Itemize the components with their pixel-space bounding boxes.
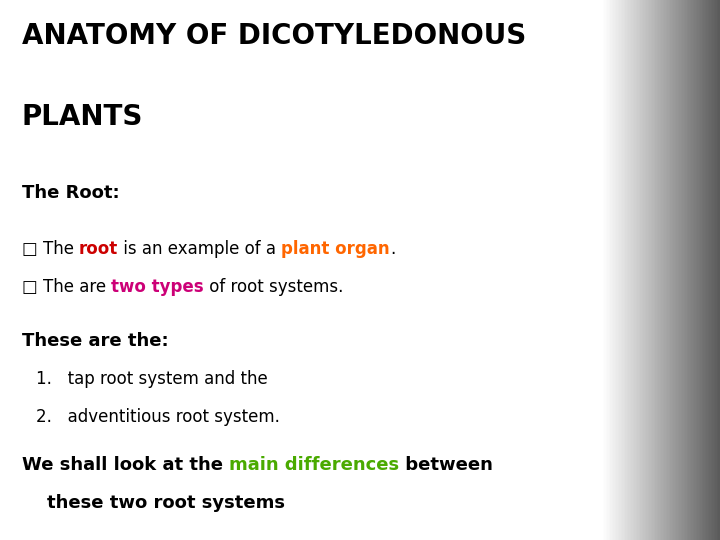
Bar <box>694 0 697 540</box>
Bar <box>678 0 680 540</box>
Bar <box>649 0 652 540</box>
Text: ANATOMY OF DICOTYLEDONOUS: ANATOMY OF DICOTYLEDONOUS <box>22 22 526 50</box>
Bar <box>719 0 720 540</box>
Bar <box>607 0 609 540</box>
Text: 1.   tap root system and the: 1. tap root system and the <box>36 370 268 388</box>
Bar <box>673 0 675 540</box>
Bar <box>604 0 606 540</box>
Bar <box>676 0 678 540</box>
Bar <box>681 0 683 540</box>
Bar <box>701 0 703 540</box>
Bar <box>647 0 649 540</box>
Bar <box>652 0 654 540</box>
Bar <box>621 0 623 540</box>
Text: two types: two types <box>111 278 204 296</box>
Bar <box>698 0 700 540</box>
Bar <box>705 0 707 540</box>
Bar <box>709 0 711 540</box>
Bar <box>622 0 624 540</box>
Text: PLANTS: PLANTS <box>22 103 143 131</box>
Bar <box>629 0 631 540</box>
Bar <box>702 0 704 540</box>
Bar <box>613 0 616 540</box>
Bar <box>611 0 613 540</box>
Bar <box>633 0 635 540</box>
Bar <box>675 0 677 540</box>
Bar <box>696 0 698 540</box>
Bar <box>716 0 718 540</box>
Bar <box>660 0 662 540</box>
Bar <box>636 0 638 540</box>
Bar <box>654 0 656 540</box>
Bar <box>603 0 605 540</box>
Bar <box>687 0 689 540</box>
Bar <box>670 0 672 540</box>
Bar <box>672 0 674 540</box>
Bar <box>706 0 708 540</box>
Bar <box>717 0 719 540</box>
Bar <box>711 0 714 540</box>
Bar <box>631 0 634 540</box>
Bar <box>655 0 657 540</box>
Text: is an example of a: is an example of a <box>118 240 282 258</box>
Bar <box>708 0 710 540</box>
Bar <box>714 0 716 540</box>
Text: .: . <box>390 240 395 258</box>
Text: root: root <box>79 240 118 258</box>
Bar <box>639 0 641 540</box>
Bar <box>683 0 685 540</box>
Text: We shall look at the: We shall look at the <box>22 456 229 474</box>
Text: The Root:: The Root: <box>22 184 120 201</box>
Text: □ The: □ The <box>22 240 79 258</box>
Bar <box>699 0 701 540</box>
Bar <box>684 0 686 540</box>
Bar <box>685 0 688 540</box>
Bar <box>648 0 650 540</box>
Bar <box>662 0 664 540</box>
Bar <box>658 0 660 540</box>
Bar <box>612 0 614 540</box>
Bar <box>663 0 665 540</box>
Bar <box>688 0 690 540</box>
Bar <box>666 0 668 540</box>
Bar <box>625 0 627 540</box>
Text: □ The are: □ The are <box>22 278 111 296</box>
Bar <box>693 0 695 540</box>
Bar <box>615 0 617 540</box>
Bar <box>651 0 653 540</box>
Text: 2.   adventitious root system.: 2. adventitious root system. <box>36 408 280 426</box>
Bar <box>669 0 671 540</box>
Text: plant organ: plant organ <box>282 240 390 258</box>
Bar <box>680 0 682 540</box>
Bar <box>691 0 693 540</box>
Text: between: between <box>399 456 493 474</box>
Bar <box>608 0 611 540</box>
Bar <box>690 0 692 540</box>
Text: these two root systems: these two root systems <box>22 494 284 512</box>
Bar <box>657 0 659 540</box>
Bar <box>619 0 621 540</box>
Bar <box>606 0 608 540</box>
Bar <box>601 0 603 540</box>
Bar <box>616 0 618 540</box>
Bar <box>618 0 620 540</box>
Bar <box>640 0 642 540</box>
Bar <box>634 0 636 540</box>
Bar <box>645 0 647 540</box>
Bar <box>665 0 667 540</box>
Bar <box>627 0 629 540</box>
Bar <box>637 0 639 540</box>
Text: These are the:: These are the: <box>22 332 168 350</box>
Bar <box>713 0 715 540</box>
Bar <box>643 0 646 540</box>
Bar <box>642 0 644 540</box>
Bar <box>630 0 632 540</box>
Bar <box>667 0 670 540</box>
Bar <box>624 0 626 540</box>
Bar <box>703 0 706 540</box>
Text: of root systems.: of root systems. <box>204 278 343 296</box>
Text: main differences: main differences <box>229 456 399 474</box>
